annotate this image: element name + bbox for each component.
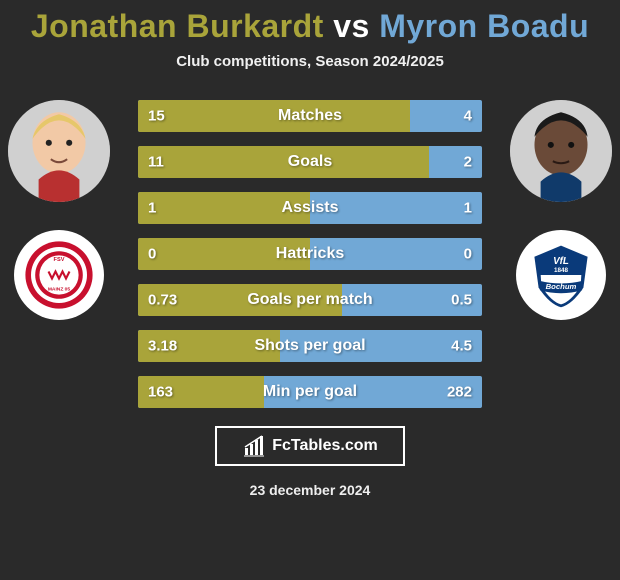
stat-value-p1: 11 <box>148 154 164 171</box>
stat-row: 1 1 Assists <box>138 192 482 224</box>
club2-text: Bochum <box>546 282 577 291</box>
stat-value-p1: 1 <box>148 200 156 217</box>
club1-text-top: FSV <box>54 257 65 263</box>
stat-value-p2: 4 <box>464 108 472 125</box>
stats-bars-container: 154Matches112Goals11Assists00Hattricks0.… <box>138 100 482 408</box>
stat-row: 11 2 Goals <box>138 146 482 178</box>
comparison-title: Jonathan Burkardt vs Myron Boadu <box>0 0 620 45</box>
club2-year: 1848 <box>554 267 569 274</box>
stat-value-p1: 15 <box>148 108 165 125</box>
player1-club-badge: FSV MAINZ 05 <box>14 230 104 320</box>
stat-value-p1: 3.18 <box>148 338 177 355</box>
stat-row: 0 0 Hattricks <box>138 238 482 270</box>
stat-label: Assists <box>282 199 339 217</box>
stat-value-p2: 0 <box>464 246 472 263</box>
title-player1: Jonathan Burkardt <box>31 8 324 44</box>
player2-club-badge: VfL 1848 Bochum <box>516 230 606 320</box>
stat-fill-p1 <box>138 100 410 132</box>
stat-value-p1: 0.73 <box>148 292 177 309</box>
player2-avatar <box>510 100 612 202</box>
stat-row: 0.73 0.5 Goals per match <box>138 284 482 316</box>
footer-brand-text: FcTables.com <box>272 437 378 455</box>
stat-value-p2: 1 <box>464 200 472 217</box>
stat-value-p1: 0 <box>148 246 156 263</box>
bochum-badge-icon: VfL 1848 Bochum <box>526 240 596 310</box>
stat-value-p2: 0.5 <box>451 292 472 309</box>
stat-label: Min per goal <box>263 383 357 401</box>
player1-avatar <box>8 100 110 202</box>
stat-row: 3.18 4.5 Shots per goal <box>138 330 482 362</box>
stat-value-p2: 282 <box>447 384 472 401</box>
stat-label: Matches <box>278 107 342 125</box>
stat-value-p1: 163 <box>148 384 173 401</box>
stat-value-p2: 4.5 <box>451 338 472 355</box>
chart-icon <box>242 434 266 458</box>
player1-face-icon <box>8 100 110 202</box>
stat-row: 15 4 Matches <box>138 100 482 132</box>
stat-value-p2: 2 <box>464 154 472 171</box>
club1-text-bottom: MAINZ 05 <box>48 286 71 292</box>
title-player2: Myron Boadu <box>379 8 589 44</box>
stat-label: Goals <box>288 153 332 171</box>
stat-label: Hattricks <box>276 245 344 263</box>
title-vs: vs <box>333 8 370 44</box>
player2-face-icon <box>510 100 612 202</box>
stat-row: 163 282 Min per goal <box>138 376 482 408</box>
stat-fill-p1 <box>138 146 429 178</box>
club2-vfl: VfL <box>553 256 569 267</box>
stat-label: Shots per goal <box>254 337 365 355</box>
content-area: FSV MAINZ 05 VfL 1848 Bochum 154Matches1… <box>0 100 620 408</box>
footer-date: 23 december 2024 <box>0 482 620 498</box>
subtitle: Club competitions, Season 2024/2025 <box>0 53 620 70</box>
footer-brand: FcTables.com <box>215 426 405 466</box>
stat-label: Goals per match <box>247 291 372 309</box>
mainz-badge-icon: FSV MAINZ 05 <box>24 240 94 310</box>
